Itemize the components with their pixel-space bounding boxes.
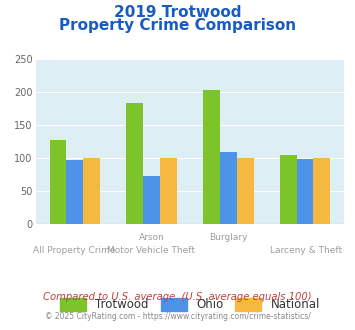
Text: Property Crime Comparison: Property Crime Comparison [59,18,296,33]
Bar [50,140,66,224]
Bar [313,158,330,224]
Bar [143,176,160,224]
Bar [66,160,83,224]
Bar [83,158,100,224]
Text: Compared to U.S. average. (U.S. average equals 100): Compared to U.S. average. (U.S. average … [43,292,312,302]
Bar [237,158,253,224]
Text: All Property Crime: All Property Crime [33,246,115,255]
Text: Larceny & Theft: Larceny & Theft [270,246,342,255]
Text: Burglary: Burglary [209,233,248,242]
Bar [160,158,177,224]
Bar [126,103,143,224]
Text: 2019 Trotwood: 2019 Trotwood [114,5,241,20]
Bar [296,159,313,224]
Bar [220,152,237,224]
Legend: Trotwood, Ohio, National: Trotwood, Ohio, National [55,293,324,316]
Text: Arson: Arson [138,233,164,242]
Bar [280,155,296,224]
Text: Motor Vehicle Theft: Motor Vehicle Theft [107,246,195,255]
Text: © 2025 CityRating.com - https://www.cityrating.com/crime-statistics/: © 2025 CityRating.com - https://www.city… [45,312,310,321]
Bar [203,90,220,224]
